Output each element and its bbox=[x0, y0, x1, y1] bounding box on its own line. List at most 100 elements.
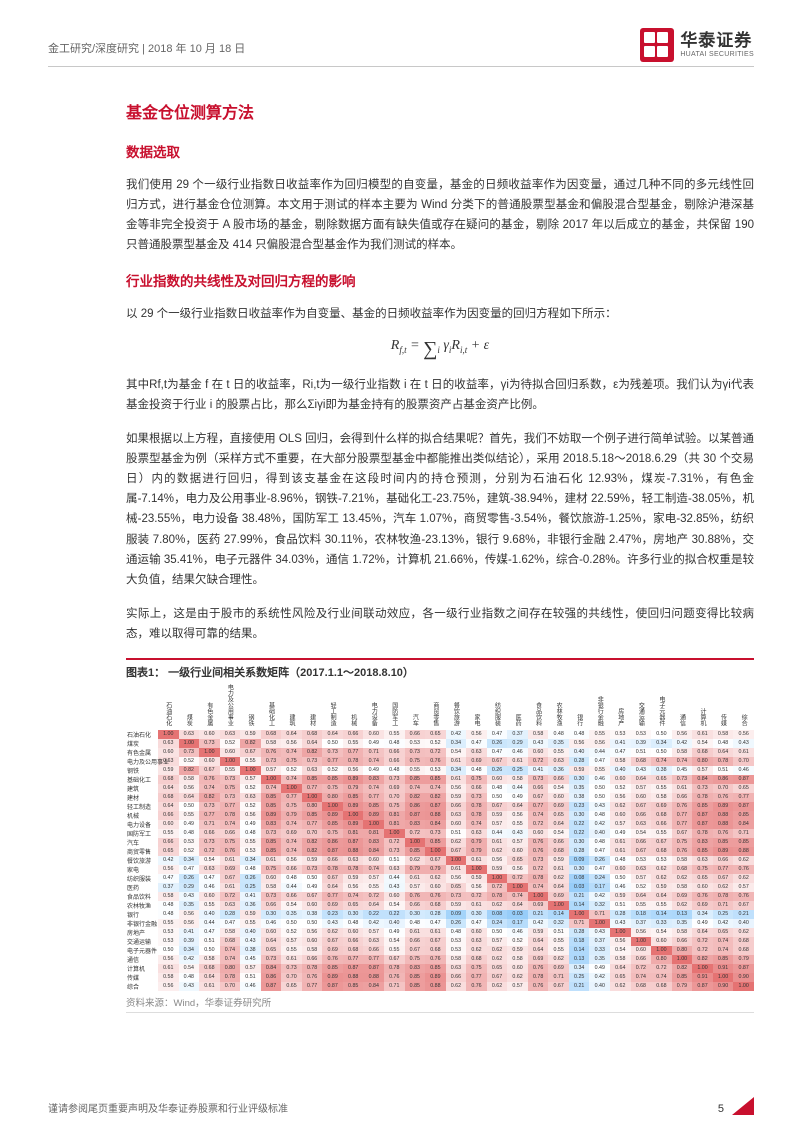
matrix-cell: 0.48 bbox=[179, 973, 200, 982]
matrix-cell: 0.21 bbox=[733, 910, 754, 919]
matrix-cell: 0.64 bbox=[199, 973, 220, 982]
matrix-cell: 0.58 bbox=[672, 856, 693, 865]
matrix-col-header: 通信 bbox=[672, 684, 693, 730]
matrix-cell: 0.74 bbox=[220, 955, 241, 964]
matrix-cell: 0.66 bbox=[343, 937, 364, 946]
matrix-cell: 0.34 bbox=[446, 739, 467, 748]
matrix-cell: 0.58 bbox=[446, 955, 467, 964]
matrix-cell: 1.00 bbox=[405, 838, 426, 847]
matrix-cell: 0.61 bbox=[199, 982, 220, 991]
matrix-cell: 0.21 bbox=[528, 910, 549, 919]
matrix-cell: 0.34 bbox=[179, 856, 200, 865]
matrix-col-header: 建筑 bbox=[281, 684, 302, 730]
matrix-cell: 0.57 bbox=[261, 766, 282, 775]
matrix-cell: 0.73 bbox=[261, 955, 282, 964]
matrix-cell: 0.37 bbox=[158, 883, 179, 892]
matrix-cell: 0.85 bbox=[672, 973, 693, 982]
matrix-cell: 0.55 bbox=[507, 820, 528, 829]
matrix-cell: 0.25 bbox=[507, 766, 528, 775]
matrix-cell: 1.00 bbox=[322, 802, 343, 811]
matrix-cell: 0.73 bbox=[261, 829, 282, 838]
matrix-cell: 0.80 bbox=[692, 757, 713, 766]
matrix-cell: 0.55 bbox=[220, 766, 241, 775]
matrix-cell: 0.72 bbox=[507, 874, 528, 883]
matrix-cell: 0.47 bbox=[199, 874, 220, 883]
matrix-cell: 0.58 bbox=[220, 928, 241, 937]
matrix-cell: 0.73 bbox=[446, 892, 467, 901]
matrix-cell: 0.59 bbox=[343, 874, 364, 883]
matrix-cell: 1.00 bbox=[261, 775, 282, 784]
matrix-cell: 0.55 bbox=[384, 730, 405, 739]
matrix-cell: 0.51 bbox=[610, 901, 631, 910]
matrix-cell: 0.84 bbox=[692, 775, 713, 784]
matrix-cell: 0.47 bbox=[487, 748, 508, 757]
matrix-cell: 0.79 bbox=[343, 784, 364, 793]
matrix-cell: 0.59 bbox=[569, 766, 590, 775]
matrix-cell: 0.59 bbox=[507, 946, 528, 955]
matrix-cell: 0.59 bbox=[240, 730, 261, 739]
matrix-col-header: 餐饮旅游 bbox=[446, 684, 467, 730]
matrix-cell: 1.00 bbox=[548, 901, 569, 910]
matrix-cell: 0.50 bbox=[302, 919, 323, 928]
matrix-row-header: 石油石化 bbox=[126, 730, 158, 739]
matrix-cell: 0.52 bbox=[240, 802, 261, 811]
matrix-cell: 0.85 bbox=[425, 775, 446, 784]
matrix-cell: 0.54 bbox=[631, 829, 652, 838]
matrix-cell: 0.38 bbox=[302, 910, 323, 919]
matrix-cell: 0.60 bbox=[466, 928, 487, 937]
matrix-cell: 0.64 bbox=[610, 964, 631, 973]
matrix-cell: 0.83 bbox=[692, 838, 713, 847]
matrix-cell: 0.60 bbox=[446, 820, 467, 829]
matrix-cell: 1.00 bbox=[569, 910, 590, 919]
matrix-cell: 0.74 bbox=[281, 820, 302, 829]
matrix-cell: 0.90 bbox=[733, 973, 754, 982]
matrix-cell: 0.58 bbox=[261, 883, 282, 892]
matrix-cell: 1.00 bbox=[384, 829, 405, 838]
regression-formula: Rf,t = ∑i γiRi,t + ε bbox=[126, 338, 754, 361]
matrix-cell: 0.49 bbox=[302, 883, 323, 892]
matrix-cell: 0.60 bbox=[199, 757, 220, 766]
matrix-cell: 0.60 bbox=[610, 865, 631, 874]
matrix-cell: 0.68 bbox=[425, 946, 446, 955]
matrix-cell: 0.89 bbox=[322, 811, 343, 820]
matrix-cell: 0.55 bbox=[405, 766, 426, 775]
matrix-cell: 0.56 bbox=[610, 793, 631, 802]
matrix-cell: 0.64 bbox=[322, 730, 343, 739]
matrix-cell: 0.67 bbox=[446, 847, 467, 856]
matrix-cell: 0.84 bbox=[363, 982, 384, 991]
matrix-cell: 0.47 bbox=[199, 928, 220, 937]
matrix-cell: 0.85 bbox=[261, 793, 282, 802]
matrix-cell: 0.70 bbox=[713, 784, 734, 793]
matrix-cell: 0.40 bbox=[199, 910, 220, 919]
matrix-cell: 0.56 bbox=[446, 874, 467, 883]
matrix-cell: 0.73 bbox=[672, 775, 693, 784]
matrix-cell: 0.42 bbox=[589, 892, 610, 901]
matrix-cell: 0.75 bbox=[384, 802, 405, 811]
matrix-cell: 0.03 bbox=[569, 883, 590, 892]
matrix-cell: 0.80 bbox=[651, 955, 672, 964]
matrix-cell: 0.60 bbox=[199, 730, 220, 739]
matrix-cell: 0.50 bbox=[179, 802, 200, 811]
matrix-cell: 0.85 bbox=[425, 964, 446, 973]
matrix-cell: 0.76 bbox=[733, 892, 754, 901]
matrix-cell: 0.55 bbox=[589, 766, 610, 775]
matrix-cell: 0.67 bbox=[322, 937, 343, 946]
matrix-cell: 0.89 bbox=[713, 802, 734, 811]
matrix-cell: 0.78 bbox=[466, 802, 487, 811]
matrix-cell: 0.36 bbox=[548, 766, 569, 775]
matrix-cell: 0.48 bbox=[240, 829, 261, 838]
matrix-cell: 0.35 bbox=[179, 901, 200, 910]
matrix-cell: 0.56 bbox=[179, 919, 200, 928]
matrix-cell: 0.73 bbox=[261, 757, 282, 766]
matrix-cell: 0.83 bbox=[363, 838, 384, 847]
matrix-cell: 0.64 bbox=[651, 892, 672, 901]
matrix-row-header: 农林牧渔 bbox=[126, 901, 158, 910]
matrix-cell: 0.87 bbox=[405, 811, 426, 820]
matrix-row-header: 建筑 bbox=[126, 784, 158, 793]
matrix-cell: 0.28 bbox=[220, 910, 241, 919]
matrix-cell: 0.66 bbox=[446, 802, 467, 811]
matrix-cell: 0.46 bbox=[199, 883, 220, 892]
matrix-cell: 0.62 bbox=[487, 982, 508, 991]
matrix-cell: 1.00 bbox=[446, 856, 467, 865]
matrix-cell: 1.00 bbox=[466, 865, 487, 874]
